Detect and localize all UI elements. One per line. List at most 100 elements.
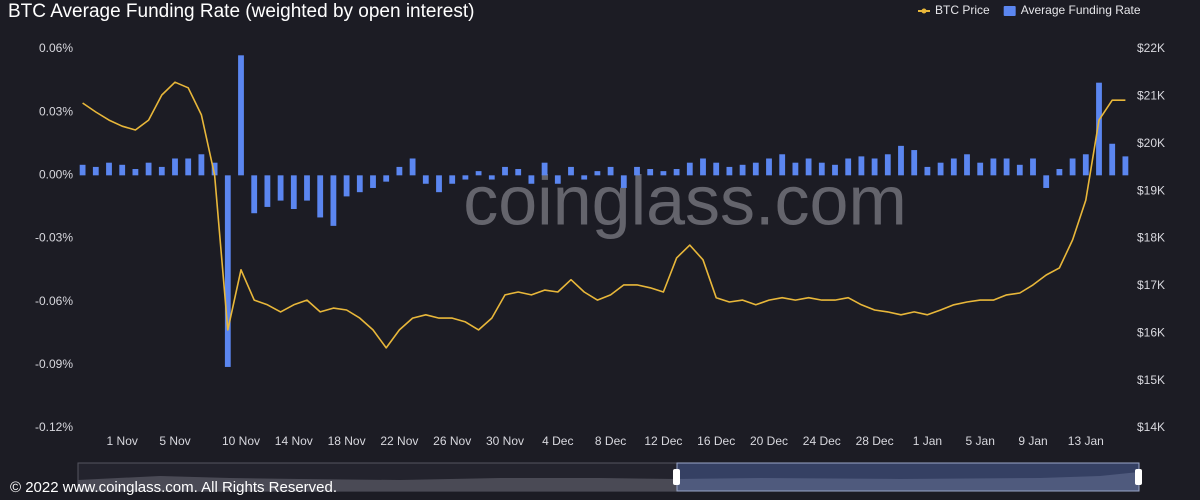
x-tick-label: 10 Nov <box>222 434 260 448</box>
bar <box>251 175 258 214</box>
bar <box>766 158 772 176</box>
bar <box>752 162 759 176</box>
zoom-slider[interactable] <box>77 462 1142 492</box>
bar <box>172 158 178 176</box>
y2-tick-label: $15K <box>1137 373 1165 387</box>
bar <box>488 175 495 180</box>
bar <box>594 171 601 176</box>
legend: BTC Price Average Funding Rate <box>918 3 1141 17</box>
x-tick-label: 14 Nov <box>275 434 313 448</box>
bar <box>779 154 786 176</box>
bar <box>964 154 970 176</box>
bar <box>356 175 363 193</box>
watermark: coinglass.com <box>463 161 907 239</box>
bar <box>1003 158 1010 176</box>
bar <box>568 166 574 176</box>
y2-tick-label: $19K <box>1137 183 1165 197</box>
bar <box>224 175 231 367</box>
bar <box>858 156 865 176</box>
y-tick-label: -0.09% <box>35 357 73 371</box>
x-tick-label: 30 Nov <box>486 434 524 448</box>
bar <box>620 175 627 188</box>
y2-tick-label: $18K <box>1137 231 1165 245</box>
slider-handle[interactable] <box>673 469 680 485</box>
bar <box>79 164 86 176</box>
bar <box>1096 82 1102 176</box>
bar <box>502 166 508 176</box>
bar <box>700 158 706 176</box>
bar <box>607 166 614 176</box>
legend-label: Average Funding Rate <box>1021 3 1141 17</box>
x-tick-label: 5 Nov <box>159 434 190 448</box>
legend-icon <box>921 8 927 14</box>
bar <box>898 145 904 176</box>
legend-label: BTC Price <box>935 3 990 17</box>
bar <box>660 171 667 176</box>
bar <box>911 150 918 176</box>
y-tick-label: -0.03% <box>35 231 73 245</box>
bar <box>950 158 957 176</box>
plot-area <box>79 55 1129 367</box>
bar <box>884 154 891 176</box>
bar <box>1109 143 1116 176</box>
bar <box>686 162 693 176</box>
bar <box>871 158 878 176</box>
bar <box>541 162 548 176</box>
x-tick-label: 24 Dec <box>803 434 841 448</box>
bar <box>990 158 997 176</box>
bar <box>422 175 429 184</box>
x-tick-label: 12 Dec <box>644 434 682 448</box>
bar <box>1082 154 1089 176</box>
bar <box>185 158 192 176</box>
bar <box>92 166 99 176</box>
slider-preview <box>78 472 1139 491</box>
x-tick-label: 22 Nov <box>380 434 418 448</box>
bar <box>211 162 218 176</box>
bar <box>634 166 640 176</box>
bar <box>158 166 165 176</box>
y-tick-label: 0.03% <box>39 104 73 118</box>
bar <box>317 175 324 218</box>
bar <box>238 55 244 176</box>
y-tick-label: -0.06% <box>35 294 73 308</box>
y2-tick-label: $21K <box>1137 89 1165 103</box>
y2-tick-label: $17K <box>1137 278 1165 292</box>
x-tick-label: 16 Dec <box>697 434 735 448</box>
bar <box>1069 158 1076 176</box>
x-tick-label: 18 Nov <box>328 434 366 448</box>
x-tick-label: 26 Nov <box>433 434 471 448</box>
y-tick-label: 0.00% <box>39 168 73 182</box>
y2-tick-label: $20K <box>1137 136 1165 150</box>
bar <box>370 175 376 188</box>
bar <box>713 162 720 176</box>
bar <box>290 175 297 210</box>
bar <box>977 162 984 176</box>
bar <box>409 158 416 176</box>
x-tick-label: 1 Jan <box>913 434 942 448</box>
bar <box>449 175 456 184</box>
x-tick-label: 1 Nov <box>107 434 138 448</box>
bar <box>436 175 442 193</box>
chart-title: BTC Average Funding Rate (weighted by op… <box>8 1 474 22</box>
bar <box>396 166 403 176</box>
x-tick-label: 8 Dec <box>595 434 626 448</box>
bar <box>581 175 588 180</box>
slider-handle[interactable] <box>1135 469 1142 485</box>
bar <box>924 166 931 176</box>
bar <box>106 162 112 176</box>
y-tick-label: -0.12% <box>35 420 73 434</box>
bar <box>1030 158 1036 176</box>
bar <box>475 171 482 176</box>
bar <box>792 162 799 176</box>
slider-window[interactable] <box>676 462 1140 492</box>
bar <box>805 158 812 176</box>
x-tick-label: 28 Dec <box>856 434 894 448</box>
bar <box>330 175 337 226</box>
x-tick-label: 20 Dec <box>750 434 788 448</box>
x-tick-label: 13 Jan <box>1068 434 1104 448</box>
bar <box>937 162 944 176</box>
bar <box>673 169 680 176</box>
bar <box>1016 164 1023 176</box>
x-tick-label: 5 Jan <box>966 434 995 448</box>
bar <box>264 175 271 207</box>
